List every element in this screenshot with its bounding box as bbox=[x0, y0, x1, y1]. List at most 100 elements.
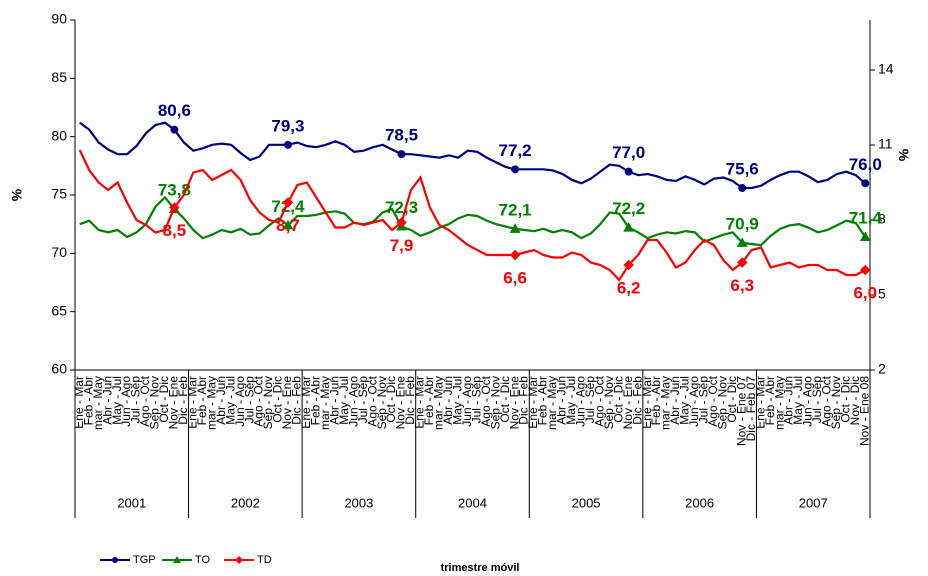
x-tick-label: Oct - Dic bbox=[839, 376, 853, 423]
data-label: 76,0 bbox=[849, 155, 882, 174]
x-tick-label: Sep - Nov bbox=[715, 376, 729, 429]
data-point bbox=[623, 222, 635, 232]
x-axis-label: trimestre móvil bbox=[441, 562, 520, 574]
data-label: 73,8 bbox=[158, 180, 191, 199]
x-tick-label: Abr - Jun bbox=[782, 376, 796, 425]
x-tick-label: Oct - Dic bbox=[498, 376, 512, 423]
series-line bbox=[79, 121, 866, 190]
x-tick-label: Ago - Oct bbox=[138, 375, 152, 426]
y-tick-label: 85 bbox=[51, 69, 67, 85]
y-tick-label: 60 bbox=[51, 361, 67, 377]
x-tick-label: Jul - Sep bbox=[242, 376, 256, 424]
x-tick-label: mar - May bbox=[432, 376, 446, 430]
x-tick-label: Oct - Dic bbox=[611, 376, 625, 423]
x-tick-label: Oct - Dic bbox=[157, 376, 171, 423]
data-label: 6,6 bbox=[503, 268, 527, 287]
x-tick-label: Jun - Ago bbox=[687, 376, 701, 427]
y-tick-label: 80 bbox=[51, 127, 67, 143]
x-tick-label: Ago - Oct bbox=[820, 375, 834, 426]
x-tick-label: Sep - Nov bbox=[148, 376, 162, 429]
x-tick-label: May - Jul bbox=[223, 376, 237, 425]
group-label: 2007 bbox=[799, 495, 828, 510]
x-tick-label: Oct - Dic bbox=[271, 376, 285, 423]
data-point bbox=[509, 223, 521, 233]
x-tick-label: Dic - Feb bbox=[517, 376, 531, 425]
y2-tick-label: 11 bbox=[878, 136, 893, 152]
x-tick-label: Feb - Abr bbox=[649, 376, 663, 425]
x-tick-label: Nov - Ene bbox=[621, 376, 635, 430]
x-tick-label: May - Jul bbox=[337, 376, 351, 425]
x-tick-label: May - Jul bbox=[450, 376, 464, 425]
data-label: 70,9 bbox=[726, 214, 759, 233]
x-tick-label: Sep - Nov bbox=[375, 376, 389, 429]
x-tick-label: Abr - Jun bbox=[668, 376, 682, 425]
x-tick-label: Abr - Jun bbox=[214, 376, 228, 425]
data-label: 72,3 bbox=[385, 198, 418, 217]
x-tick-label: May - Jul bbox=[678, 376, 692, 425]
x-tick-label: mar - May bbox=[318, 376, 332, 430]
data-label: 6,3 bbox=[730, 276, 754, 295]
data-point bbox=[397, 150, 406, 159]
data-label: 8,7 bbox=[276, 216, 300, 235]
x-tick-label: Feb - Abr bbox=[81, 376, 95, 425]
x-tick-label: Ago - Oct bbox=[252, 375, 266, 426]
data-point bbox=[738, 184, 747, 192]
x-tick-label: Jun - Ago bbox=[574, 376, 588, 427]
x-tick-label: Feb - Abr bbox=[536, 376, 550, 425]
data-point bbox=[282, 219, 294, 230]
x-tick-label: mar - May bbox=[772, 376, 786, 430]
x-tick-label: Jul - Sep bbox=[469, 376, 483, 424]
data-point bbox=[861, 179, 870, 188]
x-tick-label: Jul - Sep bbox=[810, 376, 824, 424]
data-label: 80,6 bbox=[158, 101, 191, 120]
series-line bbox=[79, 195, 867, 247]
legend-label: TO bbox=[195, 554, 211, 566]
data-point bbox=[623, 259, 634, 271]
x-tick-label: Ago - Oct bbox=[365, 375, 379, 426]
x-tick-label: May - Jul bbox=[564, 376, 578, 425]
data-label: 75,6 bbox=[726, 159, 759, 178]
x-tick-label: mar - May bbox=[545, 376, 559, 430]
x-tick-label: Nov - Ene bbox=[507, 376, 521, 430]
x-tick-label: Ago - Oct bbox=[479, 375, 493, 426]
x-tick-label: Abr - Jun bbox=[441, 376, 455, 425]
x-tick-label: Sep - Nov bbox=[602, 376, 616, 429]
x-tick-label: Feb - Abr bbox=[195, 376, 209, 425]
data-point bbox=[509, 249, 521, 261]
x-tick-label: Nov - Ene bbox=[280, 376, 294, 430]
x-tick-label: Dic - Feb bbox=[290, 376, 304, 425]
x-tick-label: Nov - Dic bbox=[848, 376, 862, 425]
legend-label: TGP bbox=[133, 554, 156, 566]
x-tick-label: Nov - Ene 07 bbox=[734, 376, 748, 446]
y-tick-label: 70 bbox=[51, 244, 67, 260]
y-tick-label: 75 bbox=[51, 186, 67, 202]
x-tick-label: Jul - Sep bbox=[356, 376, 370, 424]
group-label: 2002 bbox=[231, 495, 260, 510]
x-tick-label: Oct - Dic bbox=[725, 376, 739, 423]
data-point bbox=[511, 165, 520, 174]
y2-tick-label: 14 bbox=[878, 61, 894, 77]
x-tick-label: Jun - Ago bbox=[460, 376, 474, 427]
x-tick-label: Jun - Ago bbox=[801, 376, 815, 427]
x-tick-label: May - Jul bbox=[110, 376, 124, 425]
data-label: 6,0 bbox=[853, 283, 877, 302]
group-label: 2001 bbox=[117, 495, 146, 510]
x-tick-label: mar - May bbox=[91, 376, 105, 430]
data-point bbox=[282, 197, 294, 208]
x-tick-label: Abr - Jun bbox=[555, 376, 569, 425]
data-point bbox=[736, 237, 748, 247]
x-tick-label: Dic - Feb bbox=[403, 376, 417, 425]
legend-marker bbox=[235, 556, 243, 564]
data-label: 71,4 bbox=[849, 208, 883, 227]
data-label: 72,1 bbox=[499, 200, 532, 219]
data-label: 7,9 bbox=[390, 236, 414, 255]
legend-marker bbox=[112, 557, 118, 563]
x-tick-label: Jun - Ago bbox=[119, 376, 133, 427]
data-label: 77,2 bbox=[499, 141, 532, 160]
x-tick-label: Dic - Feb bbox=[630, 376, 644, 425]
data-label: 6,2 bbox=[617, 278, 641, 297]
series-line bbox=[78, 149, 866, 282]
x-tick-label: mar - May bbox=[204, 376, 218, 430]
legend-marker bbox=[173, 556, 181, 563]
